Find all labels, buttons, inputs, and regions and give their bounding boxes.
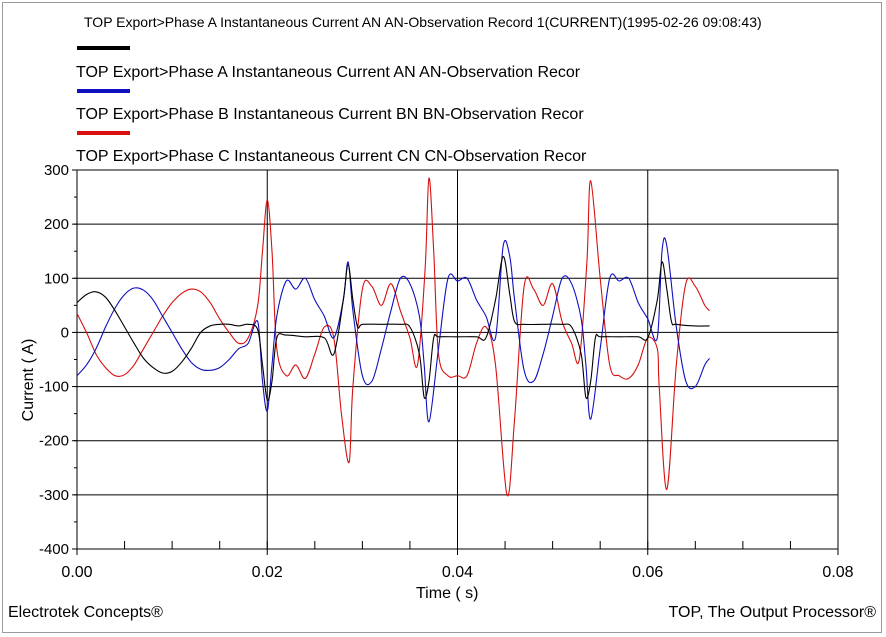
y-tick-label: 300 (44, 162, 69, 179)
chart-title: TOP Export>Phase A Instantaneous Current… (84, 14, 762, 30)
x-tick-label: 0.08 (822, 564, 853, 581)
legend-swatch-black (77, 46, 130, 50)
x-tick-label: 0.04 (442, 564, 473, 581)
footer-left: Electrotek Concepts® (8, 604, 163, 621)
y-axis-label: Current ( A) (20, 338, 37, 422)
footer-right: TOP, The Output Processor® (668, 604, 876, 621)
y-tick-label: -400 (39, 541, 69, 558)
x-tick-label: 0.02 (252, 564, 283, 581)
series-line-phase-c (76, 177, 711, 497)
y-tick-label: 100 (44, 270, 69, 287)
y-tick-label: -300 (39, 487, 69, 504)
y-tick-label: 0 (61, 324, 69, 341)
legend-entry-phase-a: TOP Export>Phase A Instantaneous Current… (76, 64, 581, 81)
legend-swatch-blue (77, 89, 130, 93)
y-tick-label: -100 (39, 379, 69, 396)
series-line-phase-b (76, 237, 711, 423)
x-tick-label: 0.06 (632, 564, 663, 581)
legend-swatch-red (77, 131, 130, 135)
y-tick-label: -200 (39, 433, 69, 450)
x-tick-label: 0.00 (61, 564, 92, 581)
x-axis-label: Time ( s) (416, 585, 479, 602)
legend-entry-phase-b: TOP Export>Phase B Instantaneous Current… (76, 106, 584, 123)
y-tick-label: 200 (44, 216, 69, 233)
series-line-phase-a (76, 256, 710, 402)
legend-entry-phase-c: TOP Export>Phase C Instantaneous Current… (76, 148, 587, 165)
